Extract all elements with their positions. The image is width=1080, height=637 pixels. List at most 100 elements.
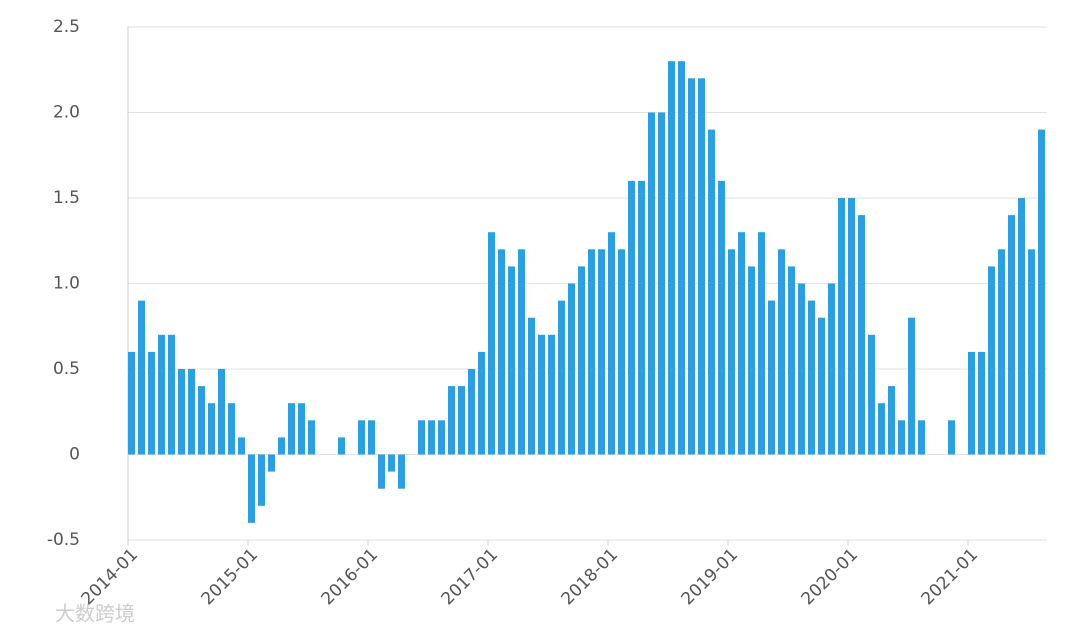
- bar: [748, 266, 755, 455]
- bar: [418, 420, 425, 455]
- y-tick-label: -0.5: [47, 530, 80, 550]
- bar: [638, 180, 645, 455]
- bar: [188, 369, 195, 455]
- bar: [1038, 129, 1045, 455]
- bar: [168, 334, 175, 455]
- bar: [788, 266, 795, 455]
- bar: [288, 403, 295, 455]
- bar: [678, 61, 685, 455]
- bar: [728, 249, 735, 455]
- bar: [398, 454, 405, 489]
- bar: [718, 180, 725, 455]
- bar: [218, 369, 225, 455]
- bar: [658, 112, 665, 455]
- bar: [378, 454, 385, 489]
- bar: [278, 437, 285, 455]
- bar: [698, 78, 705, 455]
- bar: [828, 283, 835, 455]
- bar: [738, 232, 745, 455]
- y-tick-label: 1.0: [53, 274, 80, 294]
- bar: [618, 249, 625, 455]
- bar: [268, 454, 275, 472]
- x-tick-label: 2016-01: [318, 545, 382, 609]
- bar: [778, 249, 785, 455]
- bar: [468, 369, 475, 455]
- bar: [488, 232, 495, 455]
- bar: [808, 300, 815, 455]
- x-tick-label: 2021-01: [918, 545, 982, 609]
- bar: [1018, 198, 1025, 455]
- bar: [548, 334, 555, 455]
- bar: [308, 420, 315, 455]
- bar: [988, 266, 995, 455]
- bar: [948, 420, 955, 455]
- bar: [568, 283, 575, 455]
- bar: [858, 215, 865, 455]
- x-tick-label: 2017-01: [438, 545, 502, 609]
- bar: [768, 300, 775, 455]
- bar: [538, 334, 545, 455]
- bar: [498, 249, 505, 455]
- bar: [708, 129, 715, 455]
- y-tick-label: 2.0: [53, 103, 80, 123]
- bar: [898, 420, 905, 455]
- bar: [648, 112, 655, 455]
- bar: [368, 420, 375, 455]
- x-tick-label: 2015-01: [198, 545, 262, 609]
- bar: [478, 351, 485, 455]
- bar: [588, 249, 595, 455]
- bar: [358, 420, 365, 455]
- bar: [878, 403, 885, 455]
- bar: [628, 180, 635, 455]
- bar: [248, 454, 255, 523]
- bar: [158, 334, 165, 455]
- bar: [388, 454, 395, 472]
- bar: [178, 369, 185, 455]
- bar: [918, 420, 925, 455]
- bar: [668, 61, 675, 455]
- bar: [228, 403, 235, 455]
- bar: [458, 386, 465, 455]
- bar: [578, 266, 585, 455]
- bar: [688, 78, 695, 455]
- bar: [1008, 215, 1015, 455]
- bar: [818, 317, 825, 455]
- bar: [128, 351, 135, 455]
- bar: [208, 403, 215, 455]
- bar: [528, 317, 535, 455]
- y-tick-label: 2.5: [53, 17, 80, 37]
- bar: [848, 198, 855, 455]
- bar: [838, 198, 845, 455]
- bar: [908, 317, 915, 455]
- bar: [508, 266, 515, 455]
- bar: [558, 300, 565, 455]
- bar: [238, 437, 245, 455]
- bar: [888, 386, 895, 455]
- bar: [518, 249, 525, 455]
- bar: [338, 437, 345, 455]
- bar: [598, 249, 605, 455]
- bar: [138, 300, 145, 455]
- bar: [258, 454, 265, 506]
- bar: [428, 420, 435, 455]
- y-tick-label: 1.5: [53, 188, 80, 208]
- bar: [448, 386, 455, 455]
- x-tick-label: 2020-01: [798, 545, 862, 609]
- bar: [978, 351, 985, 455]
- bar: [438, 420, 445, 455]
- x-tick-label: 2019-01: [678, 545, 742, 609]
- x-tick-label: 2014-01: [78, 545, 142, 609]
- bar: [968, 351, 975, 455]
- bar: [608, 232, 615, 455]
- bar: [298, 403, 305, 455]
- bar: [148, 351, 155, 455]
- x-tick-label: 2018-01: [558, 545, 622, 609]
- bar: [798, 283, 805, 455]
- y-tick-label: 0.5: [53, 359, 80, 379]
- bar: [1028, 249, 1035, 455]
- watermark: 大数跨境: [55, 602, 135, 626]
- bar: [198, 386, 205, 455]
- bar: [758, 232, 765, 455]
- y-tick-label: 0: [69, 445, 80, 465]
